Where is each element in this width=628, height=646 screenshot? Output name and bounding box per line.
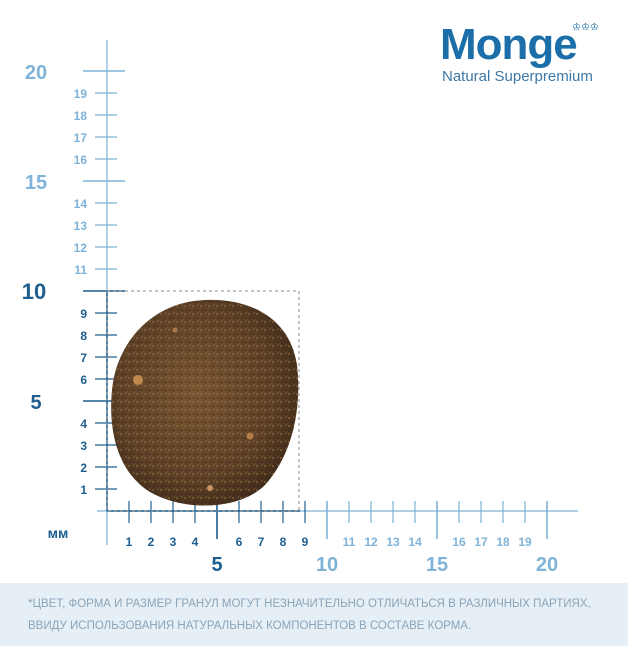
x-minor-label: 11 <box>343 535 356 549</box>
footer-note-panel: *Цвет, форма и размер гранул могут незна… <box>0 583 628 646</box>
x-minor-label: 16 <box>452 535 466 549</box>
brand-logo: Monge ♔♔♔ Natural Superpremium <box>440 20 616 90</box>
x-minor-label: 12 <box>364 535 378 549</box>
y-minor-label: 8 <box>80 329 87 343</box>
y-major-label: 15 <box>25 172 47 194</box>
y-minor-label: 6 <box>80 373 87 387</box>
y-major-label: 5 <box>30 392 41 414</box>
x-minor-label: 13 <box>386 535 400 549</box>
x-minor-label: 17 <box>474 535 488 549</box>
x-major-label: 5 <box>211 554 222 576</box>
x-minor-label: 9 <box>302 535 309 549</box>
x-minor-label: 2 <box>148 535 155 549</box>
brand-name: Monge <box>440 20 578 69</box>
y-minor-label: 4 <box>80 417 87 431</box>
y-major-label: 10 <box>22 279 46 304</box>
y-minor-label: 12 <box>74 241 88 255</box>
x-minor-label: 7 <box>258 535 265 549</box>
y-minor-label: 3 <box>80 439 87 453</box>
x-minor-label: 18 <box>496 535 510 549</box>
x-minor-label: 3 <box>170 535 177 549</box>
y-minor-label: 2 <box>80 461 87 475</box>
y-minor-label: 17 <box>74 131 88 145</box>
x-minor-label: 8 <box>280 535 287 549</box>
x-major-label: 20 <box>536 554 558 576</box>
unit-label: мм <box>48 525 69 541</box>
x-minor-label: 6 <box>236 535 243 549</box>
brand-tagline: Natural Superpremium <box>442 68 593 85</box>
kibble-bounding-box <box>106 290 300 512</box>
x-minor-label: 19 <box>518 535 532 549</box>
y-minor-label: 11 <box>74 263 87 277</box>
x-minor-label: 1 <box>126 535 133 549</box>
y-minor-label: 18 <box>74 109 88 123</box>
y-minor-label: 16 <box>74 153 88 167</box>
y-minor-label: 7 <box>80 351 87 365</box>
y-minor-label: 9 <box>80 307 87 321</box>
y-major-label: 20 <box>25 62 47 84</box>
y-minor-label: 14 <box>74 197 88 211</box>
x-major-label: 10 <box>316 554 338 576</box>
crown-icon: ♔♔♔ <box>572 22 599 33</box>
x-minor-label: 4 <box>192 535 199 549</box>
y-minor-label: 1 <box>80 483 87 497</box>
y-minor-label: 13 <box>74 219 88 233</box>
kibble-image <box>111 299 299 506</box>
x-major-label: 15 <box>426 554 448 576</box>
y-minor-label: 19 <box>74 87 88 101</box>
x-minor-label: 14 <box>408 535 422 549</box>
footer-note: *Цвет, форма и размер гранул могут незна… <box>28 598 591 632</box>
